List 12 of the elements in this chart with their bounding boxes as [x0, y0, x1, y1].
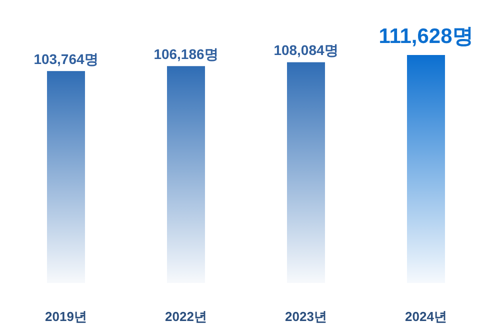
bar [167, 66, 205, 283]
x-tick-label: 2019년 [45, 309, 87, 324]
bar [287, 62, 325, 283]
data-label: 106,186명 [154, 46, 218, 62]
data-label: 103,764명 [34, 51, 98, 68]
data-label: 111,628명 [378, 25, 474, 48]
bar [47, 71, 85, 283]
x-tick-label: 2024년 [405, 309, 447, 324]
bar [407, 55, 445, 283]
x-tick-label: 2022년 [165, 309, 207, 324]
data-label: 108,084명 [274, 42, 338, 58]
x-tick-label: 2023년 [285, 309, 327, 324]
